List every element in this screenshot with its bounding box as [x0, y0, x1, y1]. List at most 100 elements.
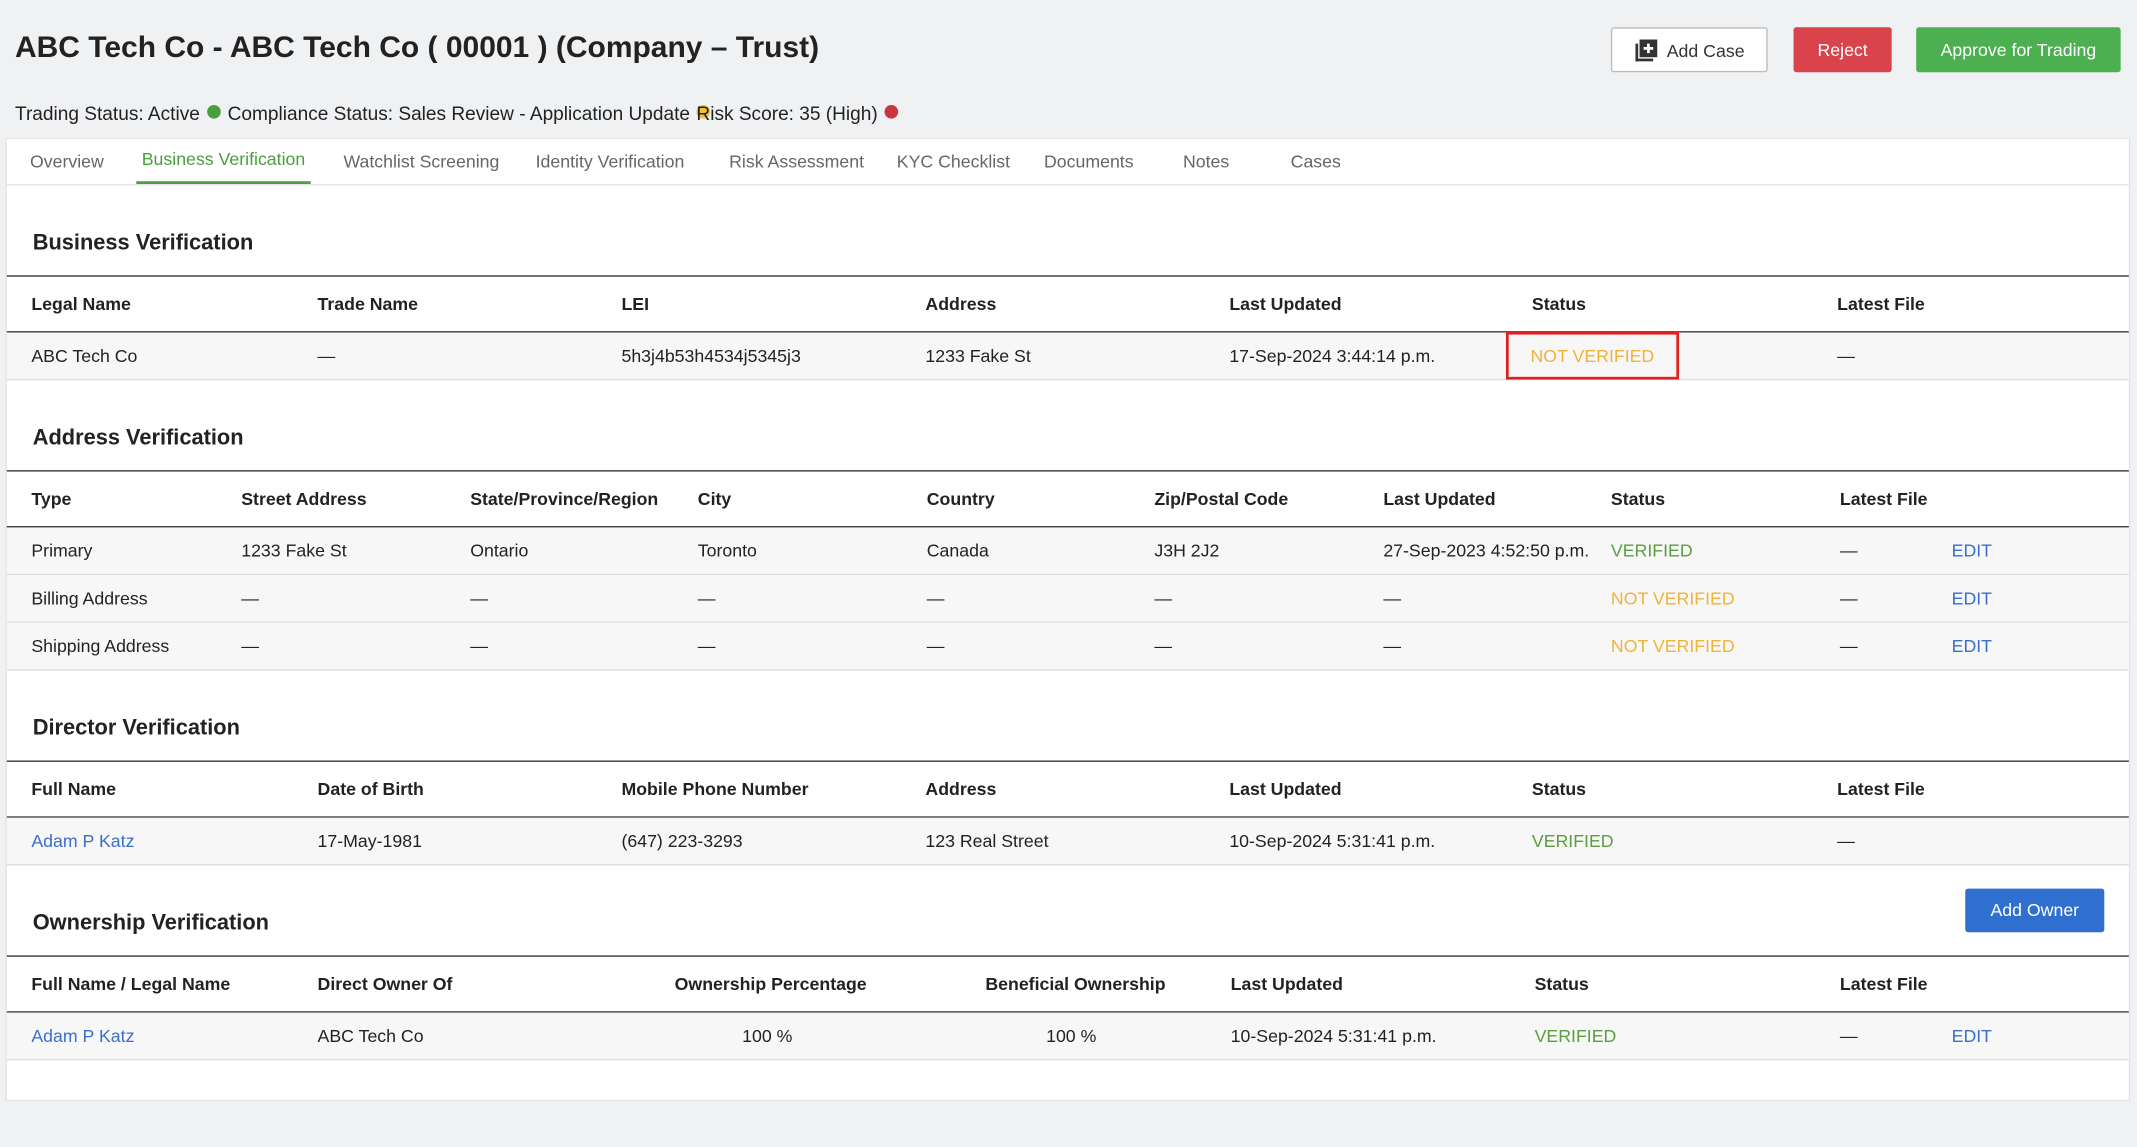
edit-link[interactable]: EDIT — [1951, 588, 1993, 609]
column-header: Type — [31, 488, 72, 510]
column-header: Latest File — [1837, 293, 1925, 315]
table-cell: — — [1839, 635, 1858, 657]
add-case-button[interactable]: Add Case — [1610, 27, 1768, 73]
table-cell: — — [1837, 345, 1855, 366]
tab[interactable]: Identity Verification — [535, 151, 685, 172]
status-dot — [696, 104, 711, 119]
tab[interactable]: Notes — [1182, 151, 1230, 172]
approve-button[interactable]: Approve for Trading — [1916, 27, 2121, 73]
status-cell: NOT VERIFIED — [1610, 588, 1735, 609]
table-cell: Billing Address — [31, 588, 148, 609]
table-cell: 100 % — [1046, 1025, 1097, 1047]
section: Ownership Verification Add Owner Full Name… — [6, 865, 2129, 1061]
edit-link[interactable]: EDIT — [1951, 1025, 1993, 1047]
status-cell: VERIFIED — [1610, 540, 1693, 561]
status-cell: NOT VERIFIED — [1610, 635, 1735, 657]
column-header: Ownership Percentage — [674, 973, 867, 995]
tab[interactable]: Business Verification — [136, 149, 311, 184]
table-cell: Canada — [926, 540, 989, 561]
column-header: Latest File — [1837, 778, 1925, 800]
status-cell: VERIFIED — [1534, 1025, 1617, 1047]
table-cell: — — [1154, 588, 1173, 609]
section: Director Verification Full Name Date of Bi… — [6, 671, 2129, 866]
table-row: Primary 1233 Fake St Ontario Toronto Canada J… — [6, 527, 2129, 576]
table-cell: 1233 Fake St — [925, 345, 1031, 366]
tab[interactable]: Overview — [29, 151, 104, 172]
content-panel: Overview Business Verification Watchlist S… — [5, 137, 2131, 1102]
table-row: Shipping Address — — — — — — NOT VERIFIED — EDIT — [6, 622, 2129, 671]
column-header: Street Address — [241, 488, 367, 510]
status-dot — [884, 104, 899, 119]
reject-button[interactable]: Reject — [1793, 27, 1892, 73]
column-header: Full Name — [31, 778, 117, 800]
sections: Business Verification Legal Name Trade Nam… — [6, 185, 2129, 1061]
table-cell: 1233 Fake St — [241, 540, 347, 561]
column-header: Last Updated — [1383, 488, 1496, 510]
table-cell: 10-Sep-2024 5:31:41 p.m. — [1230, 1025, 1437, 1047]
status-cell: VERIFIED — [1531, 830, 1614, 852]
column-header: Status — [1534, 973, 1589, 995]
status-cell: NOT VERIFIED — [1505, 331, 1679, 380]
table-header-row: Type Street Address State/Province/Region C… — [6, 470, 2129, 528]
add-owner-button[interactable]: Add Owner — [1965, 888, 2105, 933]
table-cell: — — [926, 635, 945, 657]
edit-link[interactable]: EDIT — [1951, 635, 1993, 657]
column-header: Latest File — [1839, 488, 1928, 510]
column-header: Latest File — [1839, 973, 1928, 995]
table-row: Adam P Katz 17-May-1981 (647) 223-3293 123 … — [6, 817, 2129, 866]
table-cell: 123 Real Street — [925, 830, 1049, 852]
column-header: Address — [925, 778, 997, 800]
column-header: State/Province/Region — [470, 488, 659, 510]
column-header: Last Updated — [1229, 293, 1342, 315]
column-header: Country — [926, 488, 995, 510]
table-header-row: Full Name Date of Birth Mobile Phone Numbe… — [6, 760, 2129, 818]
table-row: Billing Address — — — — — — NOT VERIFIED — EDIT — [6, 575, 2129, 623]
table-cell: — — [470, 635, 488, 657]
section-title: Business Verification — [32, 231, 254, 255]
table-cell: (647) 223-3293 — [621, 830, 743, 852]
status-item: Trading Status: Active — [14, 102, 221, 125]
section-title: Ownership Verification — [32, 911, 269, 935]
tab[interactable]: Risk Assessment — [729, 151, 865, 172]
status-text: Compliance Status: Sales Review - Applic… — [227, 102, 691, 125]
table-cell: — — [697, 588, 716, 609]
table-cell: ABC Tech Co — [31, 345, 138, 366]
column-header: Direct Owner Of — [317, 973, 453, 995]
tab[interactable]: Documents — [1043, 151, 1134, 172]
table-cell: Toronto — [697, 540, 757, 561]
column-header: LEI — [621, 293, 650, 315]
column-header: Legal Name — [31, 293, 131, 315]
section-header: Address Verification — [7, 380, 2129, 470]
tab-bar: Overview Business Verification Watchlist S… — [6, 139, 2129, 186]
table-cell: — — [1839, 588, 1858, 609]
tab[interactable]: Watchlist Screening — [343, 151, 500, 172]
table-cell: Primary — [31, 540, 93, 561]
section-header: Ownership Verification Add Owner — [7, 865, 2129, 955]
table-cell: 100 % — [742, 1025, 793, 1047]
column-header: Status — [1531, 293, 1587, 315]
edit-link[interactable]: EDIT — [1951, 540, 1993, 561]
tab[interactable]: Cases — [1290, 151, 1341, 172]
name-link[interactable]: Adam P Katz — [31, 1025, 135, 1047]
column-header: Trade Name — [317, 293, 418, 315]
status-text: Risk Score: 35 (High) — [696, 102, 878, 125]
table-cell: — — [1837, 830, 1855, 852]
status-item: Compliance Status: Sales Review - Applic… — [228, 102, 711, 124]
column-header: City — [697, 488, 732, 510]
section-header: Director Verification — [7, 671, 2129, 761]
table-cell: — — [317, 345, 336, 366]
column-header: Status — [1531, 778, 1587, 800]
section-header: Business Verification — [7, 185, 2129, 275]
table-cell: — — [241, 588, 259, 609]
column-header: Date of Birth — [317, 778, 424, 800]
tab[interactable]: KYC Checklist — [896, 151, 1011, 172]
status-item: Risk Score: 35 (High) — [696, 102, 899, 125]
table-cell: 27-Sep-2023 4:52:50 p.m. — [1383, 540, 1590, 561]
table-header-row: Legal Name Trade Name LEI Address Last Updat… — [6, 275, 2129, 333]
column-header: Last Updated — [1230, 973, 1343, 995]
name-link[interactable]: Adam P Katz — [31, 830, 135, 852]
table-cell: — — [1154, 635, 1173, 657]
status-text: Trading Status: Active — [14, 102, 200, 125]
